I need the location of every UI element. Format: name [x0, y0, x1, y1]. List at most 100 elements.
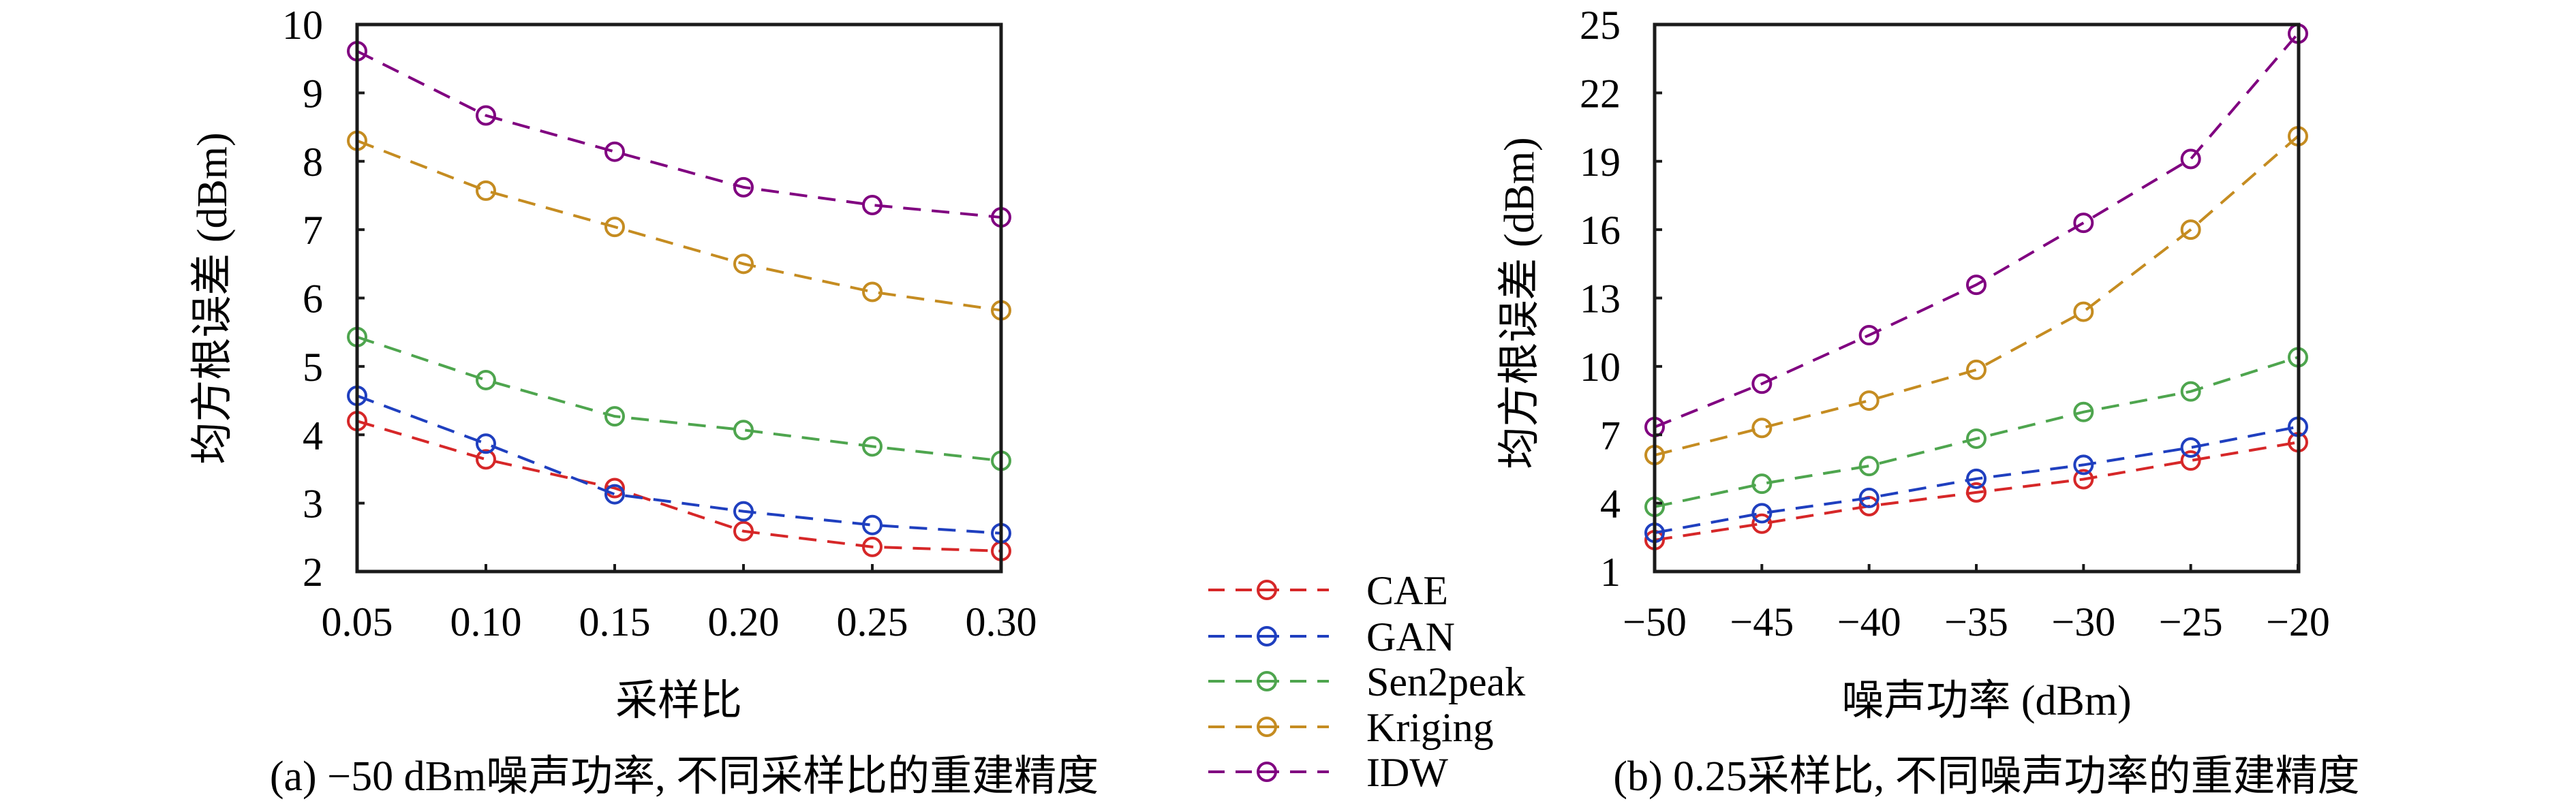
panel-a-series-cae [347, 411, 1011, 561]
panel-a-y-tick-label: 7 [303, 208, 323, 253]
panel-b-x-tick-label: −20 [2266, 599, 2330, 644]
panel-b-point-sen2peak [1751, 473, 1773, 495]
panel-b-x-tick-label: −25 [2159, 599, 2223, 644]
panel-b-plot-frame [1653, 22, 2301, 574]
panel-b-y-tick-label: 1 [1600, 550, 1621, 595]
panel-b-series-idw [1644, 23, 2308, 437]
panel-a-y-tick-label: 9 [303, 71, 323, 116]
panel-a-point-cae [476, 449, 496, 470]
panel-a-y-tick-labels: 2 3 4 5 6 7 8 9 10 [282, 3, 323, 595]
panel-b-x-tick-labels: −50 −45 −40 −35 −30 −25 −20 [1623, 599, 2330, 644]
panel-a-line-idw [356, 50, 1002, 219]
panel-a-line-gan [356, 394, 1002, 535]
panel-b-point-cae [1966, 482, 1987, 503]
panel-b-point-gan [1751, 503, 1773, 524]
panel-a-point-cae [862, 536, 883, 557]
panel-b-line-kriging [1654, 135, 2299, 456]
panel-b-y-tick-label: 22 [1580, 71, 1621, 116]
panel-a-y-axis-label: 均方根误差 (dBm) [189, 132, 236, 464]
panel-b-point-sen2peak [1858, 456, 1880, 477]
panel-b-point-kriging [2073, 301, 2094, 322]
panel-b-point-idw [2180, 149, 2201, 170]
panel-b-series-gan [1644, 416, 2308, 544]
panel-a-x-tick-label: 0.25 [837, 599, 908, 644]
panel-b-x-axis-label: 噪声功率 (dBm) [1841, 678, 2131, 724]
panel-a-point-idw [476, 105, 496, 126]
legend-label: Kriging [1366, 705, 1494, 750]
panel-b-line-idw [1654, 33, 2299, 428]
panel-a-x-tick-label: 0.15 [579, 599, 651, 644]
panel-a-point-sen2peak [862, 436, 883, 457]
panel-b-point-gan [2073, 454, 2094, 475]
panel-a-y-tick-label: 2 [303, 550, 323, 595]
legend-label: Sen2peak [1366, 659, 1525, 704]
panel-b-point-kriging [1966, 359, 1987, 380]
panel-b-x-tick-label: −45 [1730, 599, 1794, 644]
panel-b-x-tick-label: −40 [1837, 599, 1901, 644]
panel-a-point-kriging [604, 217, 625, 238]
panel-b-point-gan [1966, 468, 1987, 489]
panel-b-chart: −50 −45 −40 −35 −30 −25 −20 1 4 7 10 13 16 19 22 25 噪声… [1497, 3, 2360, 800]
panel-b-y-tick-label: 10 [1580, 345, 1621, 390]
panel-b-point-idw [1966, 275, 1987, 296]
panel-b-point-sen2peak [2180, 381, 2201, 402]
panel-a-line-cae [356, 420, 1002, 552]
panel-a-point-sen2peak [733, 420, 754, 441]
panel-b-point-cae [2180, 450, 2201, 471]
panel-a-line-sen2peak [356, 335, 1002, 463]
panel-a-y-tick-label: 5 [303, 345, 323, 390]
panel-a-point-gan [604, 484, 625, 505]
panel-b-y-tick-label: 4 [1600, 482, 1621, 527]
panel-b-x-tick-label: −50 [1623, 599, 1687, 644]
panel-b-x-tick-label: −30 [2051, 599, 2115, 644]
panel-b-line-gan [1654, 425, 2299, 535]
panel-b-caption: (b) 0.25采样比, 不同噪声功率的重建精度 [1613, 753, 2359, 800]
panel-a-point-gan [733, 501, 754, 522]
panel-a-y-tick-label: 4 [303, 413, 323, 458]
panel-a-x-tick-label: 0.05 [322, 599, 393, 644]
panel-b-y-tick-label: 19 [1580, 140, 1621, 185]
panel-a-point-kriging [862, 281, 883, 302]
panel-b-line-cae [1654, 441, 2299, 542]
panel-a-series-idw [347, 41, 1011, 228]
panel-a-point-cae [604, 478, 625, 499]
panel-a-point-idw [604, 141, 625, 162]
panel-a-x-axis-label: 采样比 [615, 678, 742, 724]
panel-a-point-idw [862, 194, 883, 215]
legend-label: IDW [1366, 750, 1448, 795]
panel-b-y-tick-label: 25 [1580, 3, 1621, 48]
panel-b-y-axis-label: 均方根误差 (dBm) [1497, 137, 1543, 469]
panel-b-point-idw [2073, 213, 2094, 234]
panel-a-point-sen2peak [604, 406, 625, 427]
legend-item-gan: GAN [1208, 614, 1455, 659]
legend-item-cae: CAE [1208, 568, 1448, 613]
panel-b-point-cae [2073, 469, 2094, 490]
panel-b-point-kriging [1858, 390, 1880, 411]
panel-b-point-idw [1751, 373, 1773, 394]
panel-a-point-sen2peak [476, 369, 496, 390]
panel-a-plot-frame [355, 22, 1003, 574]
panel-a-y-tick-label: 10 [282, 3, 323, 48]
legend-label: GAN [1366, 614, 1455, 659]
panel-b-series-sen2peak [1644, 347, 2308, 517]
panel-a-point-cae [733, 520, 754, 542]
panel-a-series-gan [347, 386, 1011, 544]
panel-b-point-sen2peak [2073, 401, 2094, 422]
panel-b-y-tick-label: 16 [1580, 208, 1621, 253]
legend-label: CAE [1366, 568, 1448, 613]
panel-b-point-idw [1858, 325, 1880, 346]
panel-b-series-cae [1644, 432, 2308, 550]
legend-item-sen2peak: Sen2peak [1208, 659, 1525, 704]
panel-a-x-tick-label: 0.10 [450, 599, 522, 644]
panel-b-line-sen2peak [1654, 356, 2299, 508]
panel-b-point-gan [1858, 487, 1880, 508]
panel-b-series [1644, 23, 2308, 550]
panel-a-line-kriging [356, 139, 1002, 312]
panel-a-series [347, 41, 1011, 561]
panel-a-ticks [356, 23, 1002, 573]
panel-b-point-gan [2180, 437, 2201, 458]
panel-b-point-kriging [2180, 219, 2201, 240]
panel-b-ticks [1653, 23, 2299, 573]
